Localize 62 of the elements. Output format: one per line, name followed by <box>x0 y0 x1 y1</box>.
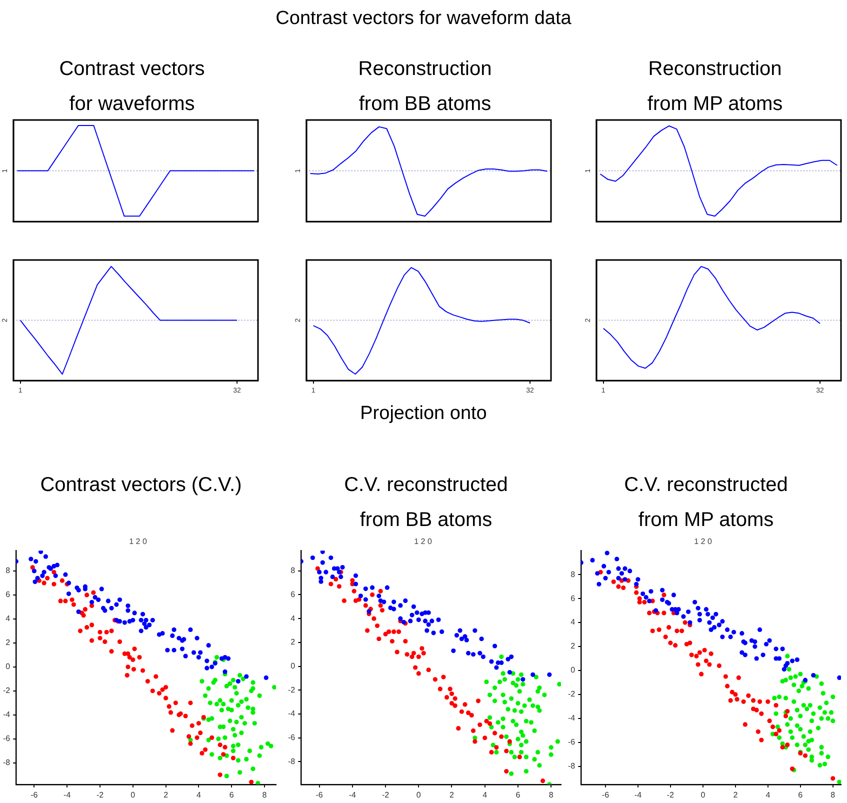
chart-title: C.V. reconstructed from MP atoms <box>623 473 789 533</box>
x-tick-label: 2 <box>733 790 738 800</box>
chart-title: C.V. reconstructed from BB atoms <box>343 473 509 533</box>
chart-subtitle: 1 2 0 <box>694 537 712 546</box>
chart-title: Contrast vectors for waveforms <box>58 57 206 117</box>
y-tick-label: 6 <box>290 590 296 599</box>
x-tick-label: -6 <box>316 790 324 800</box>
x-tick-label: 8 <box>830 790 836 800</box>
y-tick-label: -6 <box>2 734 11 744</box>
y-tick-label: -2 <box>288 685 296 694</box>
y-tick-label: 2 <box>570 642 576 651</box>
y-tick-label: -2 <box>2 686 11 696</box>
x-tick-label: 6 <box>516 790 521 800</box>
y-tick-label: -6 <box>288 733 296 742</box>
y-tick-label: -8 <box>568 762 576 771</box>
x-tick-label: 2 <box>450 790 455 800</box>
x-tick-label: -2 <box>382 790 390 800</box>
y-tick-label: 8 <box>6 566 11 576</box>
y-tick-label: -4 <box>2 710 11 720</box>
y-tick-label: 0 <box>6 662 11 672</box>
x-tick-label: -6 <box>602 790 610 800</box>
y-tick-label: -2 <box>568 690 576 699</box>
chart-subtitle: 1 2 0 <box>414 537 432 546</box>
y-tick-label: 0 <box>570 666 576 675</box>
y-tick-label: 0 <box>290 662 296 671</box>
y-tick-label: 8 <box>290 566 296 576</box>
x-tick-label: 4 <box>482 790 488 800</box>
x-tick-label: -2 <box>666 790 675 800</box>
y-tick-label: -4 <box>568 714 576 723</box>
y-tick-label: 2 <box>290 638 296 647</box>
chart-subtitle: 1 2 0 <box>129 537 148 546</box>
y-tick-label: 4 <box>570 618 576 627</box>
y-tick-label: 6 <box>6 590 11 600</box>
x-tick-label: 4 <box>196 790 202 800</box>
y-tick-label: 4 <box>290 614 296 623</box>
text: Contrast vectors for waveform data <box>274 8 572 30</box>
x-tick-label: -4 <box>64 790 72 800</box>
x-tick-label: -6 <box>30 790 38 800</box>
y-tick-label: 6 <box>570 594 576 603</box>
chart-title: Reconstruction from BB atoms <box>357 57 493 117</box>
chart-title: Contrast vectors (C.V.) <box>39 473 243 498</box>
x-tick-label: 0 <box>700 790 706 800</box>
x-tick-label: -4 <box>634 790 642 800</box>
x-tick-label: 0 <box>416 790 422 800</box>
x-tick-label: -2 <box>96 790 104 800</box>
x-tick-label: 8 <box>548 790 554 800</box>
x-tick-label: -4 <box>348 790 357 800</box>
chart-title: Reconstruction from MP atoms <box>646 57 784 117</box>
y-tick-label: -6 <box>568 738 576 747</box>
y-tick-label: 4 <box>6 614 11 624</box>
x-tick-label: 0 <box>130 790 136 800</box>
x-tick-label: 2 <box>164 790 169 800</box>
x-tick-label: 4 <box>766 790 771 800</box>
x-tick-label: 8 <box>262 790 268 800</box>
x-tick-label: 6 <box>798 790 804 800</box>
y-tick-label: -8 <box>2 758 11 768</box>
y-tick-label: -4 <box>288 709 296 718</box>
y-tick-label: 8 <box>570 570 576 579</box>
y-tick-label: 2 <box>6 638 11 648</box>
x-tick-label: 6 <box>229 790 234 800</box>
text: Projection onto <box>359 403 488 425</box>
y-tick-label: -8 <box>288 756 296 766</box>
